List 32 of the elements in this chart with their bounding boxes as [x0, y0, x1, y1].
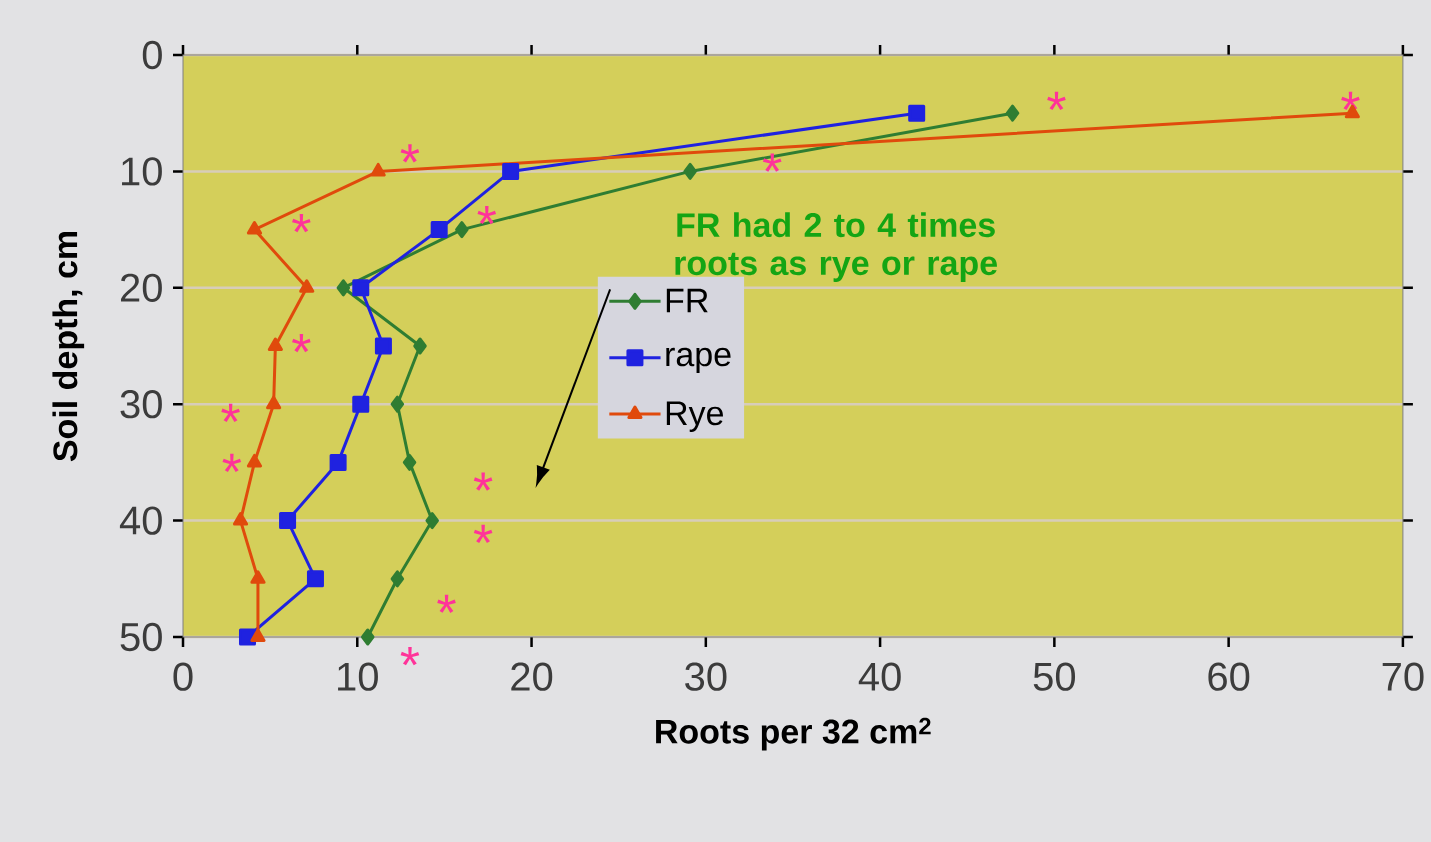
- annotation: *: [222, 453, 242, 473]
- annotation: *: [292, 214, 311, 233]
- x-tick-label: 20: [511, 662, 553, 691]
- y-tick-label: 10: [122, 157, 162, 186]
- annotation: *: [292, 333, 311, 353]
- annotation: *: [221, 403, 240, 423]
- x-tick-label: 50: [1033, 662, 1076, 691]
- annotation: *: [477, 205, 497, 225]
- x-tick-label: 60: [1208, 662, 1250, 691]
- x-tick-label: 10: [338, 662, 378, 691]
- x-tick-label: 40: [858, 662, 901, 691]
- x-tick-label: 70: [1382, 662, 1424, 691]
- y-tick-label: 20: [120, 273, 162, 302]
- y-tick-label: 0: [142, 40, 162, 70]
- legend-label: FR: [666, 288, 708, 313]
- y-tick-label: 50: [120, 622, 162, 652]
- y-axis-title: Soil depth, cm: [52, 231, 85, 462]
- x-tick-label: 30: [685, 662, 727, 691]
- annotation: *: [400, 144, 420, 163]
- annotation: *: [1047, 91, 1066, 111]
- annotation: *: [473, 472, 493, 491]
- text: *: [400, 647, 420, 666]
- x-tick-label: 0: [173, 662, 193, 691]
- annotation: *: [437, 594, 456, 613]
- annotation: *: [762, 153, 782, 172]
- annotation: *: [473, 524, 493, 544]
- y-tick-label: 40: [119, 506, 162, 535]
- y-tick-label: 30: [120, 390, 162, 419]
- legend-label: Rye: [666, 401, 723, 432]
- legend-label: rape: [666, 347, 731, 374]
- annotation: FR had 2 to 4 times roots as rye or rape: [675, 212, 997, 282]
- x-axis-title: Roots per 32 cm$^{2}$: [656, 717, 931, 751]
